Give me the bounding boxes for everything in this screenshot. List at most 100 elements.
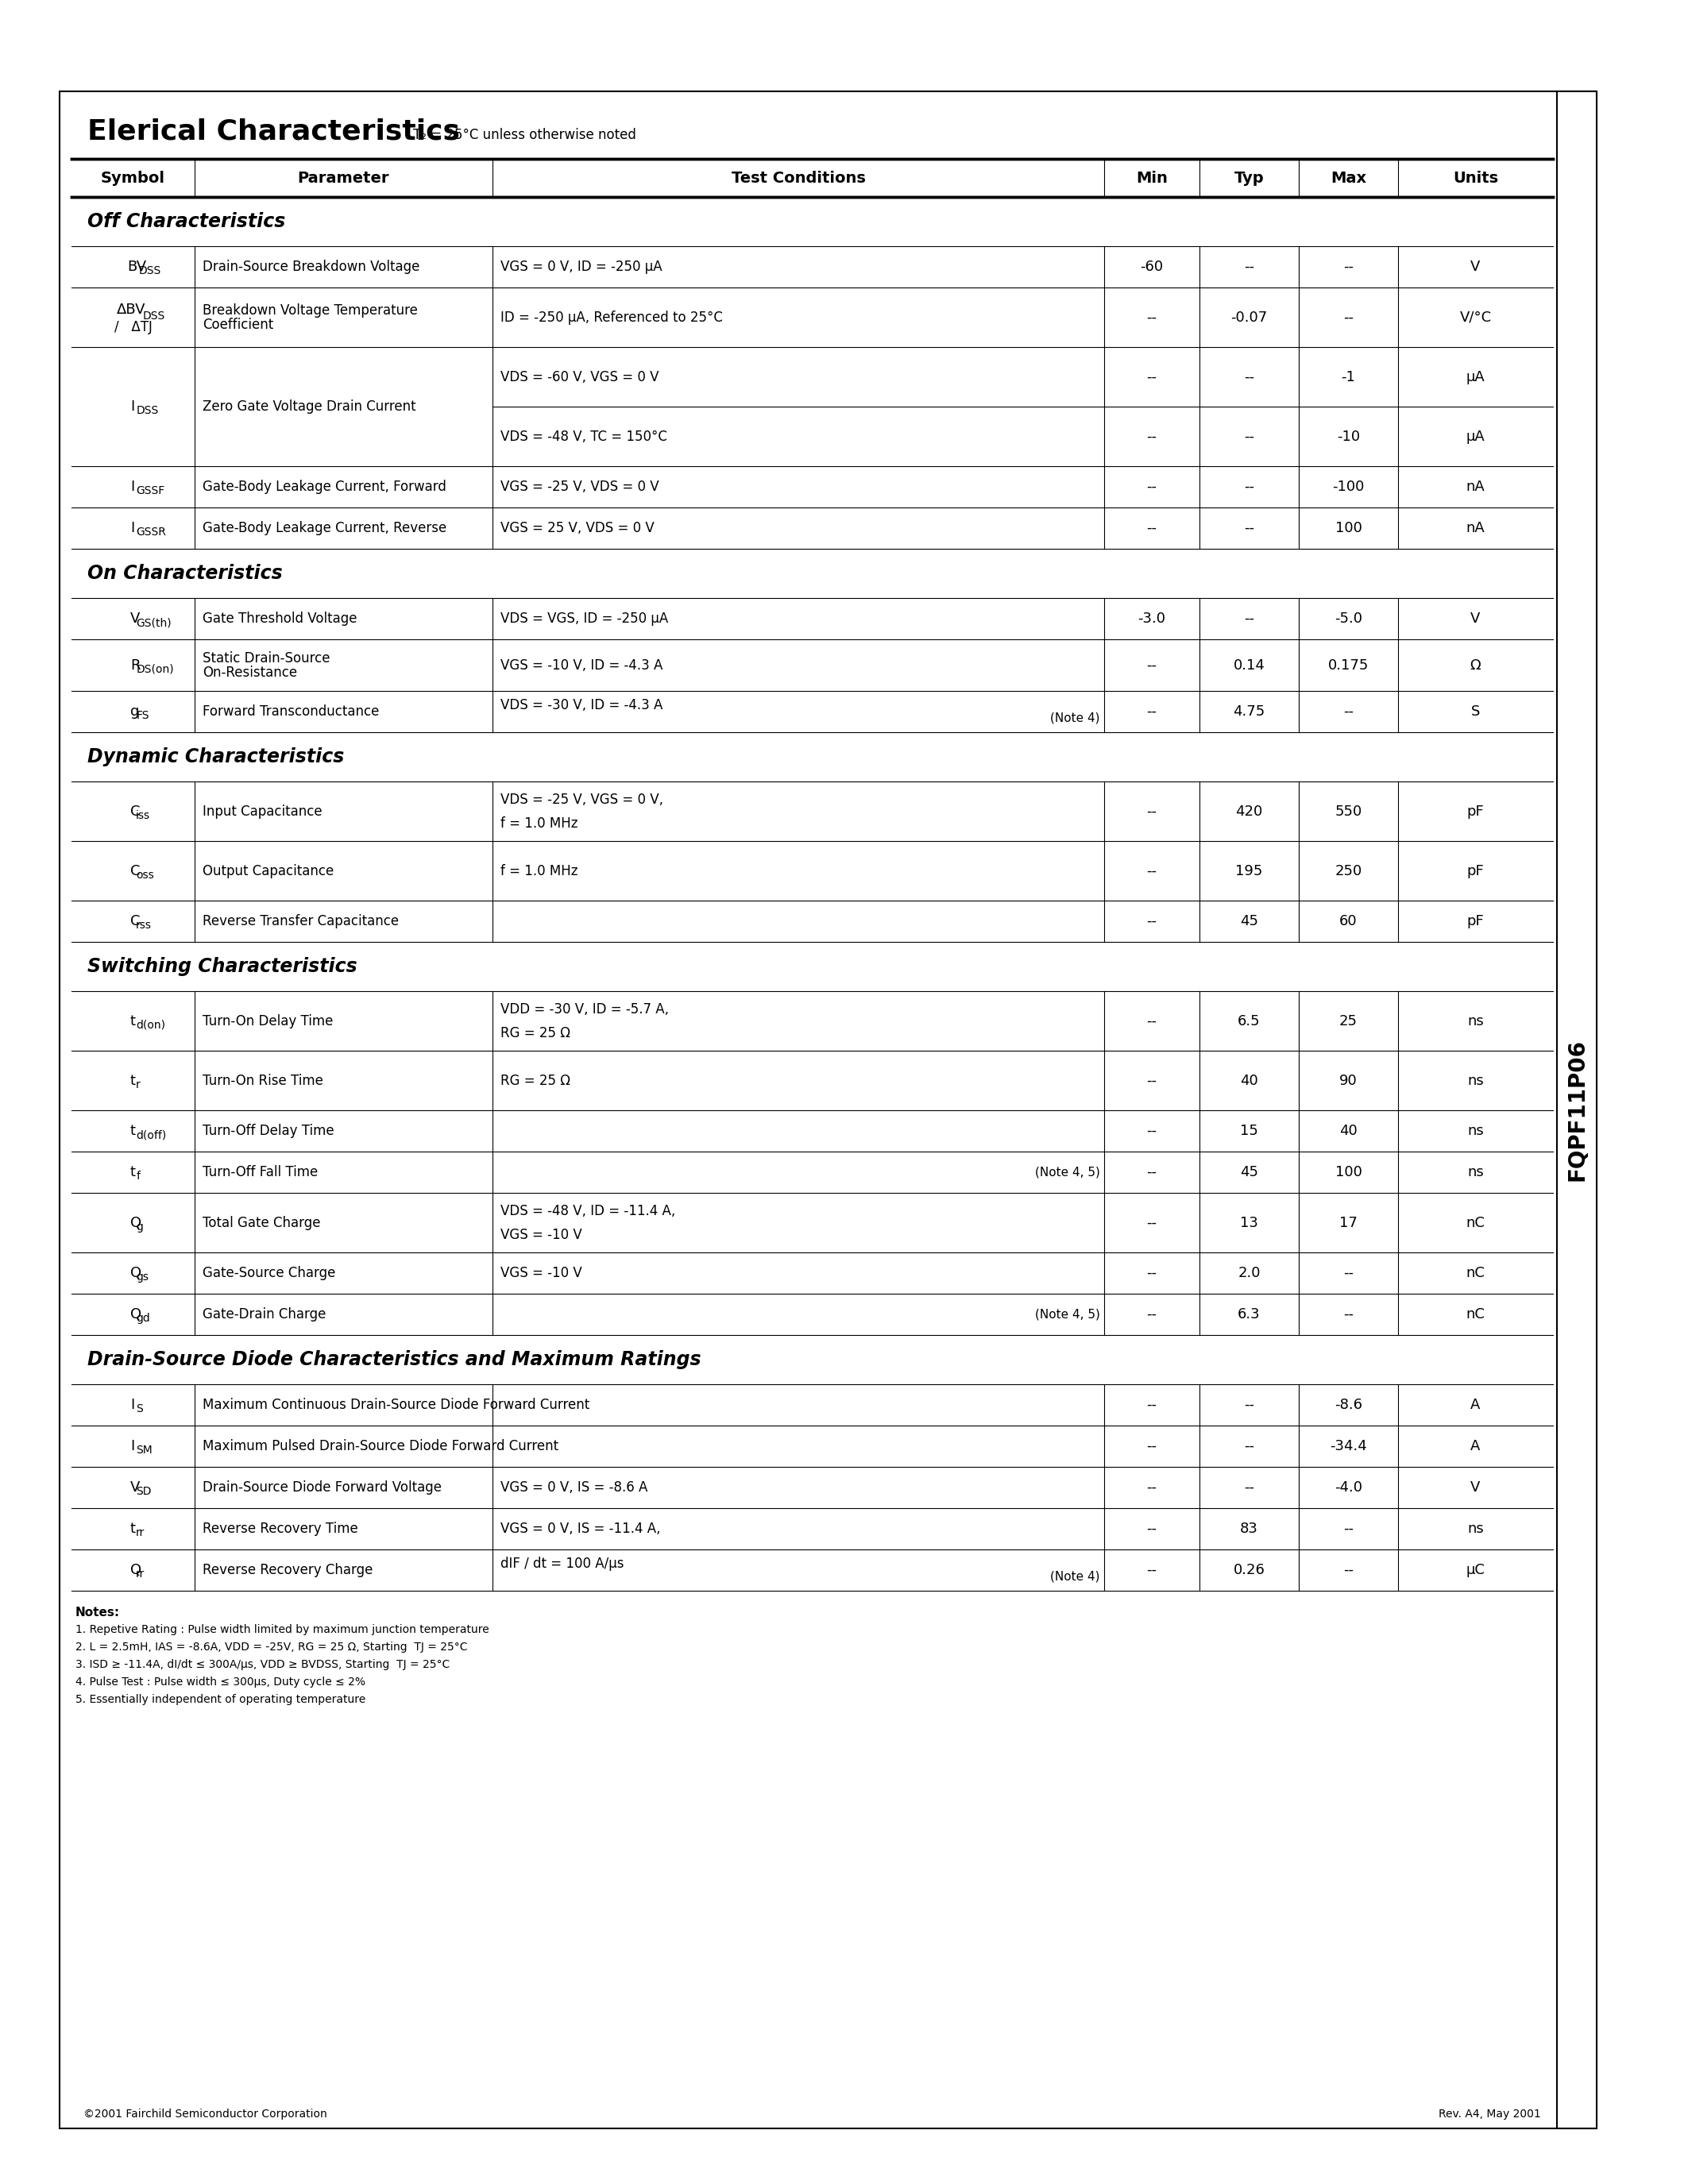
Text: I: I	[130, 1398, 135, 1413]
Text: 100: 100	[1335, 522, 1362, 535]
Text: GS(th): GS(th)	[137, 618, 172, 629]
Text: iss: iss	[137, 810, 150, 821]
Text: Q: Q	[130, 1308, 142, 1321]
Text: SD: SD	[137, 1485, 152, 1496]
Text: Gate-Body Leakage Current, Reverse: Gate-Body Leakage Current, Reverse	[203, 522, 447, 535]
Text: S: S	[1470, 705, 1480, 719]
Text: --: --	[1146, 522, 1156, 535]
Text: Drain-Source Diode Forward Voltage: Drain-Source Diode Forward Voltage	[203, 1481, 442, 1494]
Text: FS: FS	[137, 710, 149, 721]
Text: t: t	[130, 1072, 135, 1088]
Text: --: --	[1344, 260, 1354, 273]
Text: 6.3: 6.3	[1237, 1308, 1261, 1321]
Text: Maximum Pulsed Drain-Source Diode Forward Current: Maximum Pulsed Drain-Source Diode Forwar…	[203, 1439, 559, 1452]
Text: Input Capacitance: Input Capacitance	[203, 804, 322, 819]
Text: Symbol: Symbol	[101, 170, 165, 186]
Text: Turn-On Rise Time: Turn-On Rise Time	[203, 1072, 322, 1088]
Text: nC: nC	[1465, 1308, 1485, 1321]
Text: Gate Threshold Voltage: Gate Threshold Voltage	[203, 612, 358, 627]
Text: --: --	[1244, 430, 1254, 443]
Text: DSS: DSS	[138, 264, 162, 277]
Text: Drain-Source Diode Characteristics and Maximum Ratings: Drain-Source Diode Characteristics and M…	[88, 1350, 701, 1369]
Text: BV: BV	[127, 260, 147, 273]
Text: VGS = -10 V: VGS = -10 V	[500, 1267, 582, 1280]
Text: --: --	[1146, 1439, 1156, 1452]
Text: -1: -1	[1342, 369, 1355, 384]
Text: (Note 4): (Note 4)	[1050, 1570, 1101, 1583]
Text: 60: 60	[1340, 915, 1357, 928]
Text: --: --	[1146, 1398, 1156, 1413]
Text: gd: gd	[137, 1313, 150, 1324]
Text: 25: 25	[1339, 1013, 1357, 1029]
Text: --: --	[1146, 1013, 1156, 1029]
Text: --: --	[1146, 369, 1156, 384]
Text: pF: pF	[1467, 863, 1484, 878]
Text: μC: μC	[1465, 1564, 1485, 1577]
Text: 5. Essentially independent of operating temperature: 5. Essentially independent of operating …	[76, 1695, 366, 1706]
Text: Static Drain-Source: Static Drain-Source	[203, 651, 331, 666]
Text: Elerical Characteristics: Elerical Characteristics	[88, 118, 459, 144]
Text: nA: nA	[1467, 480, 1485, 494]
Text: --: --	[1244, 480, 1254, 494]
Text: /   ΔTJ: / ΔTJ	[115, 319, 152, 334]
Text: 40: 40	[1339, 1125, 1357, 1138]
Text: Rev. A4, May 2001: Rev. A4, May 2001	[1438, 2108, 1541, 2121]
Text: -10: -10	[1337, 430, 1361, 443]
Text: --: --	[1244, 1481, 1254, 1494]
Text: 13: 13	[1241, 1216, 1258, 1230]
Text: VDS = -25 V, VGS = 0 V,: VDS = -25 V, VGS = 0 V,	[500, 793, 663, 806]
Text: 17: 17	[1339, 1216, 1357, 1230]
Text: Turn-Off Fall Time: Turn-Off Fall Time	[203, 1164, 317, 1179]
Text: V: V	[1470, 1481, 1480, 1494]
Text: --: --	[1146, 310, 1156, 325]
Text: Notes:: Notes:	[76, 1607, 120, 1618]
Text: 1. Repetive Rating : Pulse width limited by maximum junction temperature: 1. Repetive Rating : Pulse width limited…	[76, 1625, 490, 1636]
Text: VGS = -25 V, VDS = 0 V: VGS = -25 V, VDS = 0 V	[500, 480, 658, 494]
Text: VDS = -48 V, TC = 150°C: VDS = -48 V, TC = 150°C	[500, 430, 667, 443]
Text: ns: ns	[1467, 1164, 1484, 1179]
Text: -5.0: -5.0	[1335, 612, 1362, 627]
Text: R: R	[130, 657, 140, 673]
Text: Typ: Typ	[1234, 170, 1264, 186]
Text: pF: pF	[1467, 915, 1484, 928]
Text: -100: -100	[1332, 480, 1364, 494]
Text: Total Gate Charge: Total Gate Charge	[203, 1216, 321, 1230]
Text: Q: Q	[130, 1267, 142, 1280]
Text: Breakdown Voltage Temperature: Breakdown Voltage Temperature	[203, 304, 417, 317]
Text: 2. L = 2.5mH, IAS = -8.6A, VDD = -25V, RG = 25 Ω, Starting  TJ = 25°C: 2. L = 2.5mH, IAS = -8.6A, VDD = -25V, R…	[76, 1642, 468, 1653]
Text: g: g	[130, 705, 138, 719]
Text: S: S	[137, 1404, 143, 1415]
Text: --: --	[1344, 1522, 1354, 1535]
Text: (Note 4, 5): (Note 4, 5)	[1035, 1166, 1101, 1177]
Text: --: --	[1146, 657, 1156, 673]
Text: 550: 550	[1335, 804, 1362, 819]
Text: I: I	[130, 480, 135, 494]
Text: --: --	[1344, 1267, 1354, 1280]
Text: μA: μA	[1467, 369, 1485, 384]
Text: VGS = 25 V, VDS = 0 V: VGS = 25 V, VDS = 0 V	[500, 522, 655, 535]
Text: 4.75: 4.75	[1234, 705, 1264, 719]
Text: t: t	[130, 1125, 135, 1138]
Text: 4. Pulse Test : Pulse width ≤ 300μs, Duty cycle ≤ 2%: 4. Pulse Test : Pulse width ≤ 300μs, Dut…	[76, 1677, 365, 1688]
Text: ©2001 Fairchild Semiconductor Corporation: ©2001 Fairchild Semiconductor Corporatio…	[83, 2108, 327, 2121]
Text: -34.4: -34.4	[1330, 1439, 1367, 1452]
Text: g: g	[137, 1221, 143, 1232]
Text: V: V	[1470, 260, 1480, 273]
Text: 45: 45	[1241, 915, 1258, 928]
Text: Zero Gate Voltage Drain Current: Zero Gate Voltage Drain Current	[203, 400, 415, 413]
Text: --: --	[1146, 1125, 1156, 1138]
Text: f = 1.0 MHz: f = 1.0 MHz	[500, 863, 577, 878]
Text: VDS = -48 V, ID = -11.4 A,: VDS = -48 V, ID = -11.4 A,	[500, 1203, 675, 1219]
Text: C: C	[130, 804, 140, 819]
Text: ns: ns	[1467, 1522, 1484, 1535]
Text: Dynamic Characteristics: Dynamic Characteristics	[88, 747, 344, 767]
Text: 45: 45	[1241, 1164, 1258, 1179]
Text: --: --	[1146, 1481, 1156, 1494]
Text: Parameter: Parameter	[297, 170, 390, 186]
Text: oss: oss	[137, 869, 154, 880]
Text: --: --	[1344, 705, 1354, 719]
Text: ΔBV: ΔBV	[116, 301, 145, 317]
Text: ID = -250 μA, Referenced to 25°C: ID = -250 μA, Referenced to 25°C	[500, 310, 722, 325]
Text: gs: gs	[137, 1271, 149, 1282]
Text: Max: Max	[1330, 170, 1366, 186]
